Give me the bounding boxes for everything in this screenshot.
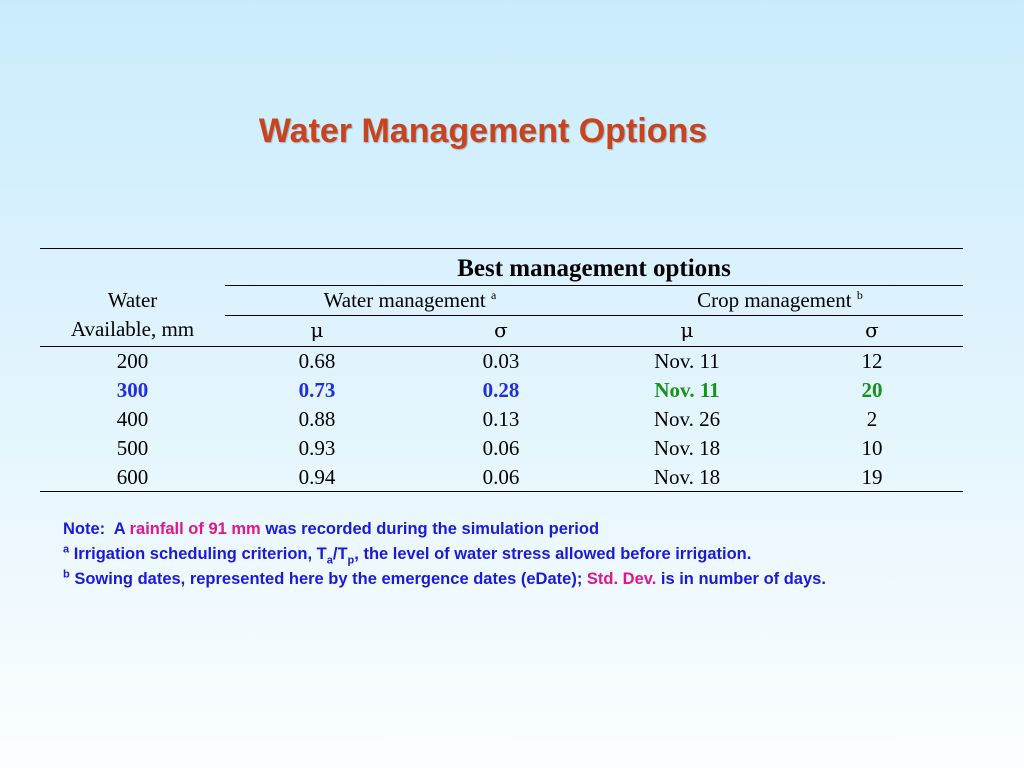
wm-sigma-header: σ (494, 318, 508, 342)
cm-mu-header: μ (680, 318, 694, 342)
footnote-b-stddev-highlight: Std. Dev. (586, 570, 657, 588)
row-400-wm-mu: 0.88 (298, 407, 336, 431)
subheader-rule (225, 285, 963, 286)
symbol-rule (225, 315, 963, 316)
row-200-wm-mu: 0.68 (298, 349, 336, 373)
row-500-wm-sigma: 0.06 (482, 436, 520, 460)
row-500-cm-sigma: 10 (861, 436, 883, 460)
footnote-b-text-start: Sowing dates, represented here by the em… (69, 570, 587, 588)
row-400-cm-mu: Nov. 26 (653, 407, 721, 431)
row-600-cm-sigma: 19 (861, 465, 883, 489)
water-management-footnote-marker: a (491, 288, 497, 302)
row-600-water: 600 (116, 465, 149, 489)
row-500-wm-mu: 0.93 (298, 436, 336, 460)
crop-management-header: Crop management b (595, 286, 965, 315)
footnote-b-text-end: is in number of days. (656, 570, 826, 588)
row-500-water: 500 (116, 436, 149, 460)
footnote-b-marker: b (63, 568, 70, 581)
wm-mu-header: μ (310, 318, 324, 342)
row-300-cm-mu: Nov. 11 (654, 378, 720, 402)
water-available-header-line1: Water (107, 288, 158, 312)
footnote-a-slash: /T (332, 545, 348, 563)
note-suffix: was recorded during the simulation perio… (260, 520, 600, 538)
row-500-cm-mu: Nov. 18 (653, 436, 721, 460)
row-300-wm-sigma: 0.28 (482, 378, 520, 402)
footnote-b: b Sowing dates, represented here by the … (63, 567, 943, 592)
crop-management-label: Crop management (697, 288, 852, 312)
cm-sigma-header: σ (865, 318, 879, 342)
best-options-header: Best management options (457, 255, 731, 282)
row-200-cm-sigma: 12 (861, 349, 883, 373)
footnote-a-marker: a (63, 543, 70, 556)
note-line: Note: A rainfall of 91 mm was recorded d… (63, 517, 943, 542)
footnote-a-sub1: a (326, 554, 333, 567)
note-prefix: Note: A (63, 520, 130, 538)
row-300-water: 300 (116, 378, 149, 402)
footnote-a-text-end: , the level of water stress allowed befo… (354, 545, 752, 563)
water-available-header-line2: Available, mm (70, 317, 195, 341)
water-management-label: Water management (323, 288, 486, 312)
water-management-header: Water management a (225, 286, 595, 315)
row-600-wm-sigma: 0.06 (482, 465, 520, 489)
table-bottom-rule (40, 491, 963, 492)
row-200-wm-sigma: 0.03 (482, 349, 520, 373)
row-400-cm-sigma: 2 (866, 407, 878, 431)
row-200-cm-mu: Nov. 11 (654, 349, 720, 373)
header-bottom-rule (40, 346, 963, 347)
row-600-wm-mu: 0.94 (298, 465, 336, 489)
row-300-wm-mu: 0.73 (298, 378, 336, 402)
row-200-water: 200 (116, 349, 149, 373)
footnote-a-sub2: p (347, 554, 355, 567)
table-top-rule (40, 248, 963, 249)
row-400-wm-sigma: 0.13 (482, 407, 520, 431)
row-300-cm-sigma: 20 (861, 378, 883, 402)
note-rainfall-highlight: rainfall of 91 mm (129, 520, 261, 538)
crop-management-footnote-marker: b (856, 288, 863, 302)
footnotes: Note: A rainfall of 91 mm was recorded d… (63, 517, 943, 592)
slide-title: Water Management Options (258, 112, 708, 150)
row-600-cm-mu: Nov. 18 (653, 465, 721, 489)
row-400-water: 400 (116, 407, 149, 431)
footnote-a: a Irrigation scheduling criterion, Ta/Tp… (63, 542, 943, 567)
footnote-a-text-start: Irrigation scheduling criterion, T (69, 545, 327, 563)
